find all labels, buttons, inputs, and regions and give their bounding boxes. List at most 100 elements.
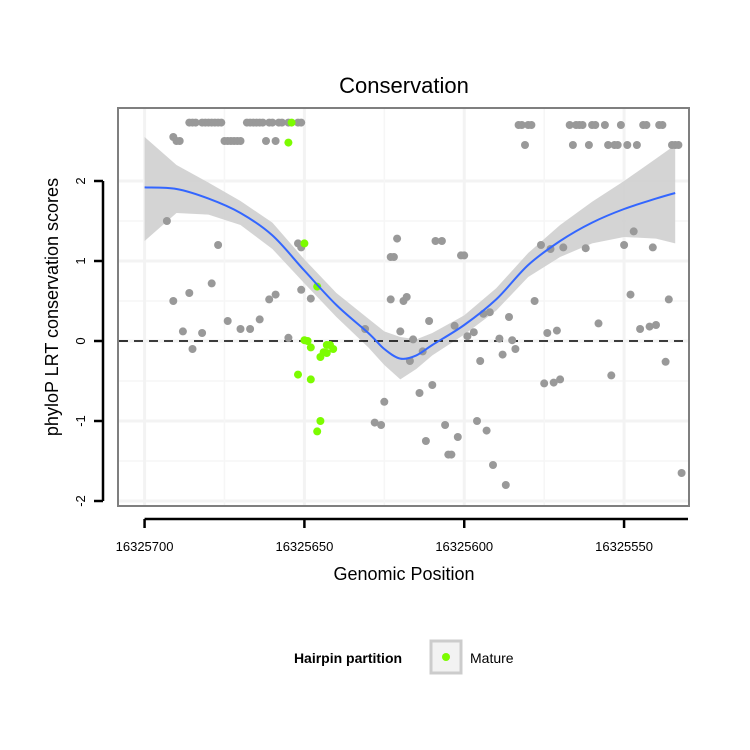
data-point-other	[185, 289, 194, 297]
plot-panel	[117, 107, 690, 507]
data-point-other	[386, 295, 395, 304]
data-point-other	[425, 317, 434, 325]
data-point-other	[214, 241, 223, 249]
data-point-other	[559, 243, 568, 252]
data-point-other	[517, 121, 526, 129]
data-point-mature	[300, 239, 309, 248]
data-point-mature	[287, 118, 296, 127]
data-point-other	[552, 326, 561, 335]
data-point-other	[217, 118, 226, 127]
data-point-mature	[313, 427, 322, 436]
data-point-other	[584, 141, 593, 149]
data-point-other	[409, 335, 418, 344]
data-point-other	[236, 137, 245, 145]
x-tick-label: 16325600	[435, 539, 493, 554]
data-point-other	[297, 285, 306, 294]
data-point-other	[600, 121, 609, 129]
data-point-other	[178, 327, 187, 336]
data-point-other	[380, 397, 389, 406]
data-point-other	[162, 217, 171, 225]
data-point-mature	[303, 337, 312, 345]
data-point-other	[377, 421, 386, 429]
data-point-other	[262, 137, 270, 145]
data-point-other	[495, 334, 504, 343]
data-point-other	[645, 322, 654, 331]
data-point-other	[581, 244, 590, 253]
data-point-other	[578, 121, 587, 129]
data-point-mature	[313, 282, 322, 291]
data-point-other	[498, 350, 507, 359]
data-point-other	[623, 141, 632, 149]
x-axis: 16325700 16325650 16325600 16325550	[116, 517, 688, 554]
data-point-other	[476, 357, 485, 365]
data-point-other	[674, 141, 683, 149]
legend-mature-label: Mature	[470, 650, 514, 666]
data-point-other	[591, 121, 600, 129]
data-point-mature	[316, 417, 325, 425]
data-point-other	[306, 294, 315, 303]
data-point-other	[271, 290, 280, 299]
data-point-other	[511, 345, 520, 353]
data-point-other	[648, 243, 657, 252]
data-point-other	[236, 325, 245, 333]
data-point-other	[658, 121, 667, 129]
data-point-other	[473, 417, 481, 425]
points-other-series	[162, 118, 686, 489]
data-point-other	[652, 321, 660, 329]
y-tick-label: 2	[73, 177, 88, 184]
data-point-other	[626, 290, 635, 299]
data-point-other	[278, 118, 286, 127]
data-point-other	[175, 137, 184, 145]
data-point-other	[402, 293, 411, 301]
data-point-other	[169, 297, 178, 305]
data-point-other	[565, 121, 574, 129]
data-point-other	[613, 141, 622, 149]
data-point-other	[431, 237, 440, 245]
data-point-other	[620, 241, 629, 249]
data-point-other	[537, 241, 545, 249]
points-mature-series	[284, 118, 338, 436]
data-point-other	[255, 315, 264, 324]
data-point-mature	[306, 375, 315, 384]
data-point-other	[447, 450, 456, 459]
data-point-other	[188, 345, 197, 353]
x-axis-label: Genomic Position	[333, 564, 474, 584]
data-point-other	[207, 279, 216, 288]
data-point-other	[489, 461, 497, 469]
smooth-trend-line	[144, 186, 676, 360]
data-point-other	[415, 389, 424, 397]
chart-title: Conservation	[339, 73, 469, 98]
data-point-other	[223, 317, 232, 325]
data-point-other	[284, 333, 293, 342]
data-point-other	[370, 418, 379, 427]
data-point-other	[450, 321, 459, 330]
data-point-other	[604, 141, 613, 149]
data-point-other	[629, 227, 638, 236]
plot-background	[117, 107, 690, 507]
data-point-other	[428, 381, 437, 389]
y-axis-label: phyloP LRT conservation scores	[42, 178, 62, 436]
data-point-other	[191, 118, 200, 127]
x-tick-label: 16325550	[595, 539, 653, 554]
data-point-mature	[306, 343, 315, 352]
x-tick-label: 16325650	[275, 539, 333, 554]
data-point-other	[632, 141, 641, 149]
data-point-other	[543, 329, 552, 337]
smooth-trend-path	[144, 186, 676, 360]
data-point-other	[258, 118, 267, 127]
data-point-other	[527, 121, 536, 129]
y-tick-label: 0	[73, 337, 88, 344]
data-point-other	[521, 141, 529, 149]
data-point-mature	[322, 349, 331, 357]
data-point-mature	[294, 370, 302, 379]
data-point-other	[469, 328, 478, 337]
data-point-other	[396, 327, 405, 336]
data-point-other	[482, 426, 491, 435]
y-tick-label: -1	[73, 415, 88, 427]
y-axis: -2 -1 0 1 2	[73, 177, 105, 507]
data-point-other	[594, 319, 603, 328]
data-point-other	[607, 371, 616, 380]
data-point-other	[463, 332, 472, 341]
data-point-other	[501, 481, 510, 489]
